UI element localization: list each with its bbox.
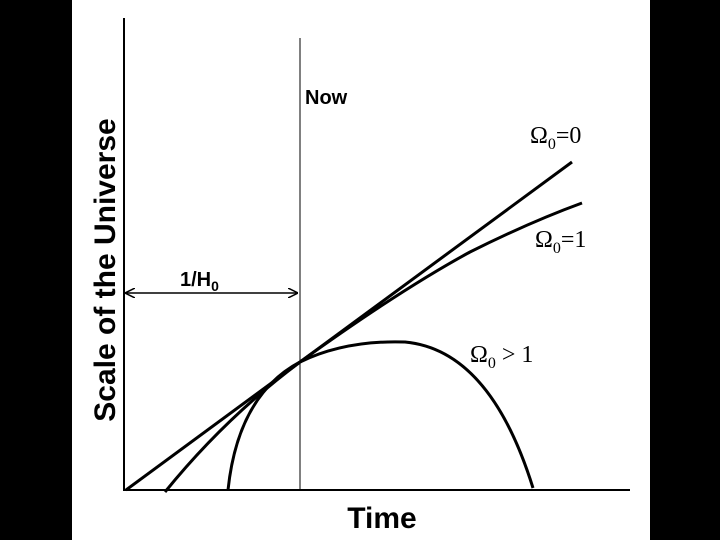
curve-value: =0 bbox=[556, 123, 582, 149]
curve-value: > 1 bbox=[496, 342, 534, 368]
x-label: Time bbox=[347, 502, 416, 535]
now-label: Now bbox=[305, 87, 348, 109]
curve-value: =1 bbox=[561, 227, 587, 253]
hubble-text: 1/H bbox=[180, 269, 211, 291]
curve-label: Ω0=1 bbox=[535, 227, 586, 257]
omega: Ω bbox=[530, 123, 548, 149]
slide bbox=[72, 0, 650, 540]
hubble-sub: 0 bbox=[211, 278, 219, 294]
omega: Ω bbox=[535, 227, 553, 253]
hubble-label: 1/H0 bbox=[180, 269, 219, 294]
curve-closed bbox=[226, 340, 535, 491]
y-label: Scale of the Universe bbox=[89, 118, 122, 421]
curve-label: Ω0=0 bbox=[530, 123, 581, 153]
curve-flat bbox=[163, 201, 583, 493]
omega-sub: 0 bbox=[553, 240, 561, 257]
omega-sub: 0 bbox=[548, 136, 556, 153]
omega: Ω bbox=[470, 342, 488, 368]
curve-label: Ω0 > 1 bbox=[470, 342, 533, 372]
omega-sub: 0 bbox=[488, 355, 496, 372]
